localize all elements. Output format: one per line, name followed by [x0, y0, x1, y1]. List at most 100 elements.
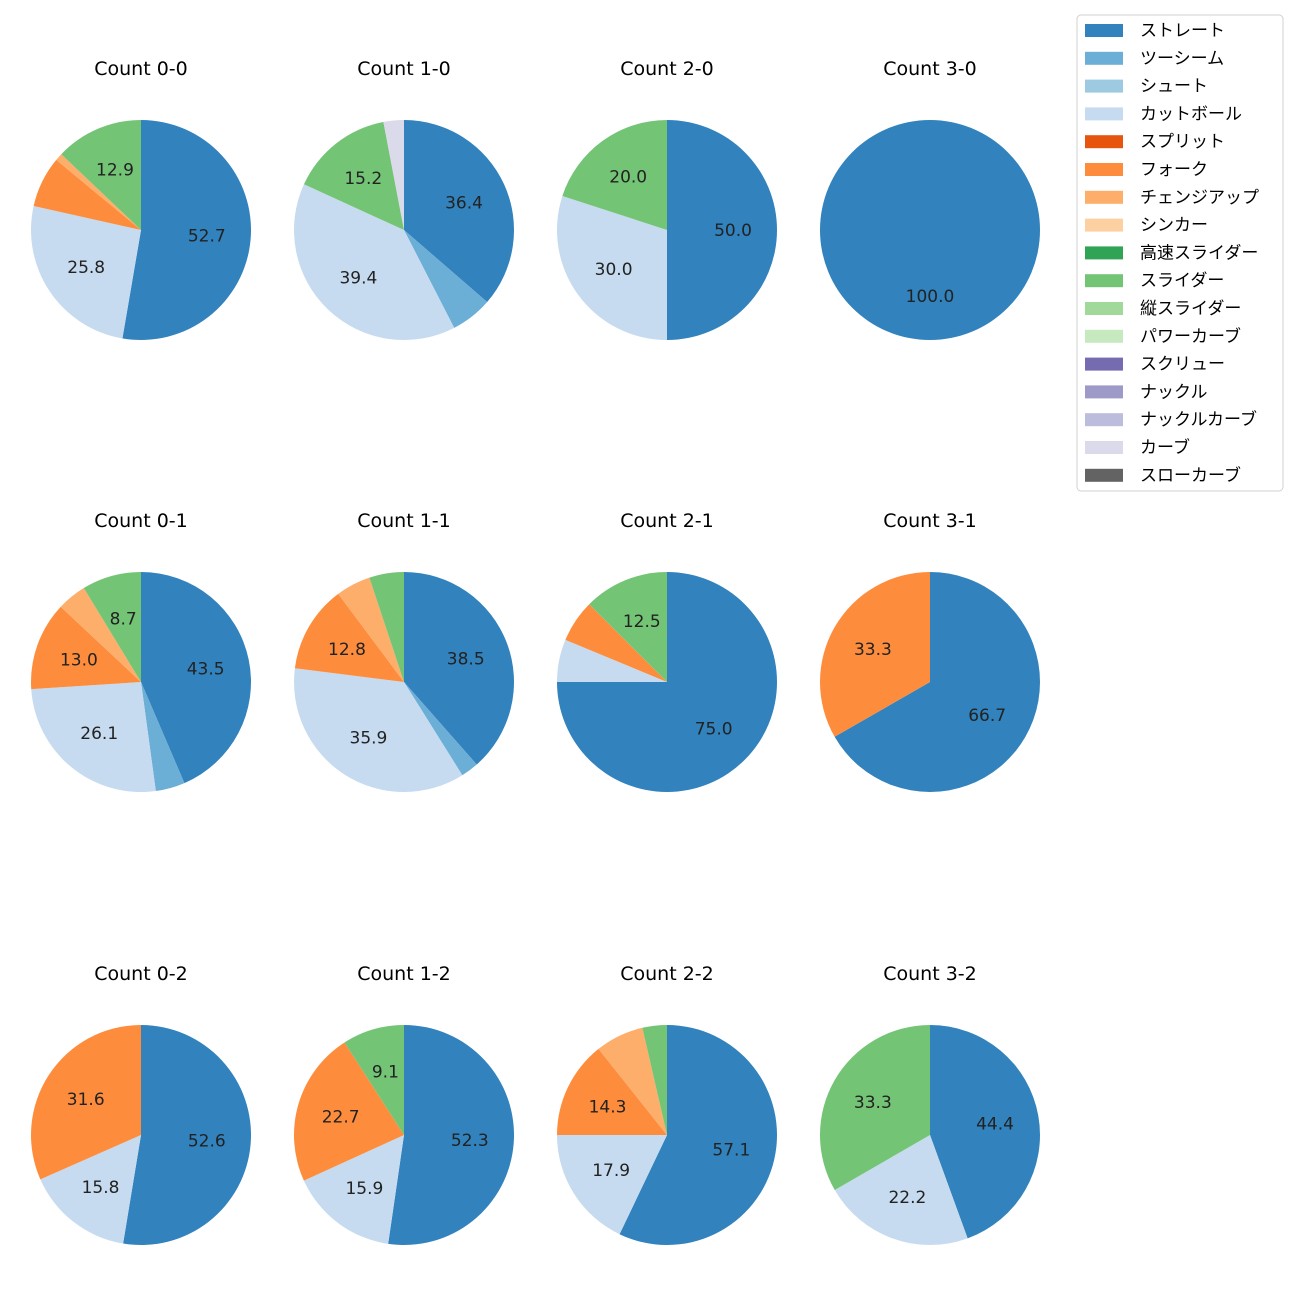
slice-label: 33.3	[854, 1093, 892, 1113]
legend-swatch	[1085, 441, 1123, 454]
pie-slice	[31, 1025, 141, 1180]
pie-slice	[404, 572, 514, 765]
legend-item: ツーシーム	[1085, 49, 1224, 69]
pie-slice	[31, 682, 156, 792]
pie-slice	[344, 1025, 404, 1135]
pie-title: Count 2-2	[620, 963, 714, 985]
legend-item: 高速スライダー	[1085, 243, 1258, 263]
legend-item: フォーク	[1085, 160, 1208, 180]
legend-item: カットボール	[1085, 104, 1242, 124]
slice-label: 100.0	[906, 287, 955, 307]
legend-item: シュート	[1085, 77, 1208, 97]
pie-slice	[820, 120, 1040, 340]
slice-label: 15.9	[345, 1179, 383, 1199]
pie-slice	[557, 1135, 667, 1235]
pie-count-3-0: Count 3-0 100.0	[820, 58, 1040, 340]
pie-slice	[404, 682, 477, 776]
slice-label: 30.0	[595, 260, 633, 280]
pie-slice	[56, 154, 141, 230]
pie-title: Count 2-1	[620, 510, 714, 532]
pie-slice	[303, 121, 404, 230]
pie-title: Count 0-2	[94, 963, 188, 985]
pie-count-0-1: Count 0-1 43.5 26.1 13.0 8.7	[31, 510, 251, 792]
slice-label: 25.8	[67, 258, 105, 278]
legend-label: カーブ	[1140, 437, 1190, 458]
legend-swatch	[1085, 246, 1123, 260]
legend-item: 縦スライダー	[1085, 299, 1241, 319]
legend-swatch	[1085, 135, 1123, 149]
slice-label: 20.0	[609, 168, 647, 188]
legend: ストレートツーシームシュートカットボールスプリットフォークチェンジアップシンカー…	[1076, 14, 1284, 492]
pie-slice	[820, 1025, 930, 1190]
pie-slice	[834, 1135, 968, 1245]
legend-swatch	[1085, 107, 1123, 121]
pie-slice	[562, 120, 667, 230]
slice-label: 43.5	[187, 660, 225, 680]
legend-label: フォーク	[1140, 160, 1208, 180]
pie-slice	[667, 120, 777, 340]
pie-title: Count 1-2	[357, 963, 451, 985]
pie-count-1-1: Count 1-1 38.5 35.9 12.8	[294, 510, 514, 792]
legend-frame	[1076, 14, 1284, 492]
slice-label: 8.7	[110, 609, 137, 629]
legend-swatch	[1085, 163, 1123, 176]
pie-slice	[303, 1135, 404, 1244]
legend-swatch	[1085, 24, 1123, 37]
pie-slice	[293, 1042, 404, 1181]
slice-label: 57.1	[712, 1141, 750, 1161]
legend-item: シンカー	[1085, 216, 1208, 236]
pie-title: Count 3-0	[883, 58, 977, 80]
legend-label: 高速スライダー	[1140, 243, 1258, 263]
slice-label: 44.4	[976, 1115, 1014, 1135]
legend-swatch	[1085, 357, 1123, 371]
pie-title: Count 2-0	[620, 58, 714, 80]
pie-slice	[557, 1048, 667, 1135]
pie-slice	[834, 572, 1040, 792]
legend-swatch	[1085, 274, 1123, 288]
pie-slice	[141, 682, 185, 791]
pie-count-3-2: Count 3-2 44.4 22.2 33.3	[820, 963, 1040, 1245]
legend-label: シュート	[1140, 77, 1208, 97]
pie-slice	[338, 577, 404, 682]
legend-item: ストレート	[1085, 21, 1225, 41]
legend-swatch	[1085, 385, 1123, 399]
slice-label: 9.1	[372, 1063, 399, 1083]
legend-label: パワーカーブ	[1140, 326, 1241, 347]
pie-slice	[294, 593, 404, 682]
pie-slice	[820, 572, 930, 737]
legend-label: チェンジアップ	[1140, 188, 1259, 208]
slice-label: 39.4	[339, 269, 377, 289]
legend-swatch	[1085, 79, 1123, 93]
pie-slice	[61, 120, 141, 230]
pie-slice	[388, 1025, 515, 1246]
pie-title: Count 0-1	[94, 510, 188, 532]
pie-slice	[619, 1025, 777, 1245]
pie-title: Count 3-2	[883, 963, 977, 985]
slice-label: 12.8	[328, 640, 366, 660]
legend-item: パワーカーブ	[1085, 326, 1241, 347]
legend-label: スプリット	[1140, 132, 1225, 152]
slice-label: 14.3	[589, 1097, 627, 1117]
pie-slice	[557, 196, 667, 340]
pie-slice	[383, 120, 404, 230]
legend-item: スライダー	[1085, 271, 1224, 291]
legend-label: ストレート	[1140, 21, 1225, 41]
slice-label: 52.3	[451, 1131, 489, 1151]
legend-swatch	[1085, 190, 1123, 204]
legend-swatch	[1085, 51, 1123, 65]
legend-swatch	[1085, 468, 1123, 482]
slice-label: 22.2	[888, 1188, 926, 1208]
legend-swatch	[1085, 413, 1123, 427]
slice-label: 31.6	[67, 1090, 105, 1110]
slice-label: 12.9	[96, 160, 134, 180]
pie-slice	[369, 572, 404, 682]
pie-title: Count 1-1	[357, 510, 451, 532]
legend-swatch	[1085, 329, 1123, 343]
legend-item: スクリュー	[1085, 355, 1225, 375]
pie-slice	[565, 604, 667, 682]
pie-slice	[404, 120, 514, 303]
pie-slice	[930, 1025, 1040, 1239]
legend-label: スローカーブ	[1140, 465, 1241, 486]
pie-count-0-2: Count 0-2 52.6 15.8 31.6	[31, 963, 252, 1245]
